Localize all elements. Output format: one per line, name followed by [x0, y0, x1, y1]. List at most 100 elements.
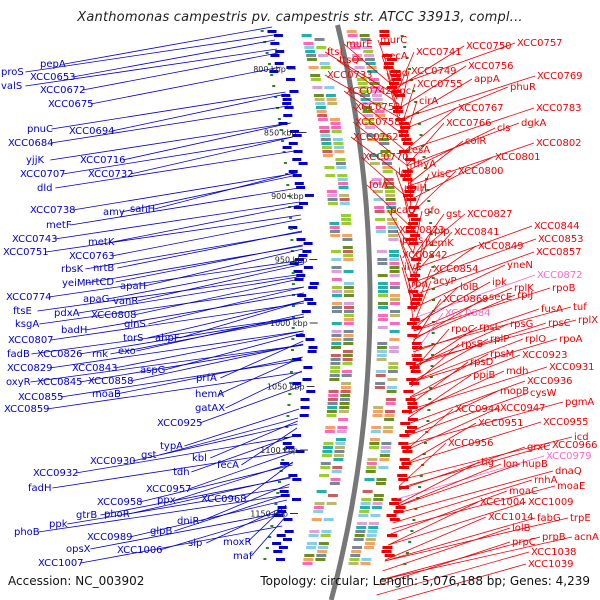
reverse-gene-label[interactable]: XCC1009 [528, 497, 574, 508]
reverse-gene-label[interactable]: XCC0931 [549, 362, 595, 373]
reverse-gene-label[interactable]: icd [574, 432, 589, 443]
reverse-gene-label[interactable]: mdh [506, 366, 528, 377]
reverse-gene-label[interactable]: rbn [411, 279, 428, 290]
forward-gene-label[interactable]: badH [61, 325, 87, 336]
reverse-gene-label[interactable]: moaE [557, 481, 585, 492]
reverse-gene-label[interactable]: ubiH [404, 183, 427, 194]
forward-gene-label[interactable]: XCC0843 [72, 363, 118, 374]
reverse-gene-label[interactable]: colR [465, 136, 486, 147]
reverse-gene-label[interactable]: pgmA [565, 397, 594, 408]
forward-gene-label[interactable]: apaG [83, 294, 109, 305]
forward-gene-label[interactable]: opsX [66, 544, 91, 555]
forward-gene-label[interactable]: glpB [150, 526, 172, 537]
reverse-gene-label[interactable]: XCC0841 [454, 227, 500, 238]
reverse-gene-label[interactable]: XCC0769 [537, 71, 583, 82]
forward-gene-label[interactable]: metF [46, 220, 72, 231]
reverse-gene-label[interactable]: pms [402, 235, 423, 246]
forward-gene-label[interactable]: XCC0932 [33, 468, 79, 479]
reverse-gene-label[interactable]: XCC0770 [363, 152, 409, 163]
forward-gene-label[interactable]: metK [88, 237, 115, 248]
reverse-gene-label[interactable]: XCC0979 [546, 451, 592, 462]
reverse-gene-label[interactable]: rpsC [548, 318, 571, 329]
forward-gene-label[interactable]: phoB [14, 527, 40, 538]
forward-gene-label[interactable]: tdh [173, 467, 190, 478]
reverse-gene-label[interactable]: dgd [389, 68, 408, 79]
reverse-gene-label[interactable]: lon [503, 459, 518, 470]
reverse-gene-label[interactable]: XCC0951 [478, 418, 524, 429]
forward-gene-label[interactable]: kbl [192, 453, 207, 464]
reverse-gene-label[interactable]: murC [380, 35, 407, 46]
reverse-gene-label[interactable]: XCC0956 [448, 438, 494, 449]
reverse-gene-label[interactable]: rplJ [517, 290, 533, 301]
reverse-gene-label[interactable]: XCC0944 [455, 404, 501, 415]
reverse-gene-label[interactable]: XCC0857 [536, 247, 582, 258]
reverse-gene-label[interactable]: XCC0757 [517, 38, 563, 49]
reverse-gene-label[interactable]: XCC0756 [468, 61, 514, 72]
reverse-gene-label[interactable]: XCC0801 [495, 152, 541, 163]
forward-gene-label[interactable]: XCC0694 [69, 126, 115, 137]
reverse-gene-label[interactable]: rplX [578, 315, 598, 326]
forward-gene-label[interactable]: XCC0738 [30, 205, 76, 216]
reverse-gene-label[interactable]: hemK [425, 238, 454, 249]
forward-gene-label[interactable]: XCC0855 [18, 392, 64, 403]
reverse-gene-label[interactable]: ilvE [404, 262, 422, 273]
forward-gene-label[interactable]: torS [123, 333, 144, 344]
reverse-gene-label[interactable]: lolB [512, 523, 531, 534]
reverse-gene-label[interactable]: XCC1004 [480, 497, 526, 508]
forward-gene-label[interactable]: XCC0763 [69, 251, 115, 262]
forward-gene-label[interactable]: XCC0675 [48, 99, 94, 110]
forward-gene-label[interactable]: dld [37, 183, 52, 194]
forward-gene-label[interactable]: proS [1, 67, 24, 78]
reverse-gene-label[interactable]: tig [481, 457, 494, 468]
forward-gene-label[interactable]: fecA [217, 460, 239, 471]
forward-gene-label[interactable]: amy [103, 207, 125, 218]
reverse-gene-label[interactable]: tuf [573, 302, 587, 313]
forward-gene-label[interactable]: phoR [104, 509, 130, 520]
reverse-gene-label[interactable]: appA [474, 74, 500, 85]
reverse-gene-label[interactable]: grxC [527, 442, 550, 453]
forward-gene-label[interactable]: vanR [113, 296, 138, 307]
reverse-gene-label[interactable]: XCC0733 [327, 70, 373, 81]
reverse-gene-label[interactable]: XCC0853 [538, 234, 584, 245]
forward-gene-label[interactable]: XCC0774 [6, 292, 52, 303]
reverse-gene-label[interactable]: XCC0947 [500, 403, 546, 414]
forward-gene-label[interactable]: ftsE [13, 306, 32, 317]
forward-gene-label[interactable]: rnk [92, 349, 108, 360]
reverse-gene-label[interactable]: XCC0872 [537, 270, 583, 281]
forward-gene-label[interactable]: XCC0807 [8, 335, 54, 346]
forward-gene-label[interactable]: maf [233, 551, 253, 562]
reverse-gene-label[interactable]: XCC0849 [478, 241, 524, 252]
forward-gene-label[interactable]: oxyR [6, 377, 31, 388]
reverse-gene-label[interactable]: rplO [525, 334, 546, 345]
forward-gene-label[interactable]: XCC0845 [37, 377, 83, 388]
forward-gene-label[interactable]: moxR [223, 537, 251, 548]
forward-gene-label[interactable]: glnS [124, 319, 146, 330]
reverse-gene-label[interactable]: trpE [570, 513, 591, 524]
reverse-gene-label[interactable]: XCC0869 [443, 294, 489, 305]
reverse-gene-label[interactable]: XCC0844 [534, 221, 580, 232]
reverse-gene-label[interactable]: prpC [512, 537, 536, 548]
reverse-gene-label[interactable]: rpsS [461, 339, 483, 350]
forward-gene-label[interactable]: prfA [196, 373, 217, 384]
forward-gene-label[interactable]: XCC0859 [4, 404, 50, 415]
reverse-gene-label[interactable]: hupB [522, 459, 548, 470]
reverse-gene-label[interactable]: XCC0842 [402, 250, 448, 261]
reverse-gene-label[interactable]: secA [384, 51, 408, 62]
forward-gene-label[interactable]: XCC0829 [7, 363, 53, 374]
reverse-gene-label[interactable]: rpoA [559, 334, 583, 345]
forward-gene-label[interactable]: aspG [140, 365, 165, 376]
reverse-gene-label[interactable]: rplK [514, 283, 534, 294]
reverse-gene-label[interactable]: phuR [510, 82, 536, 93]
forward-gene-label[interactable]: fadH [28, 483, 52, 494]
forward-gene-label[interactable]: valS [1, 81, 22, 92]
forward-gene-label[interactable]: XCC0858 [88, 376, 134, 387]
reverse-gene-label[interactable]: fusA [541, 304, 563, 315]
reverse-gene-label[interactable]: dgkA [521, 118, 546, 129]
reverse-gene-label[interactable]: cls [497, 123, 511, 134]
forward-gene-label[interactable]: XCC0672 [40, 85, 86, 96]
reverse-gene-label[interactable]: moaC [509, 486, 538, 497]
reverse-gene-label[interactable]: visC [431, 169, 452, 180]
reverse-gene-label[interactable]: lgt [398, 167, 411, 178]
reverse-gene-label[interactable]: rpsL [479, 322, 501, 333]
reverse-gene-label[interactable]: ppiB [473, 370, 495, 381]
